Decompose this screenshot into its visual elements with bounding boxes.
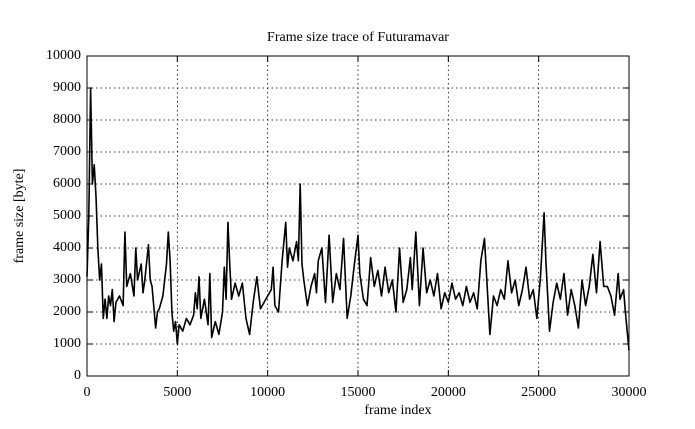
y-tick-label: 1000 [53, 336, 81, 351]
y-tick-label: 3000 [53, 272, 81, 287]
y-tick-label: 4000 [53, 240, 81, 255]
y-tick-label: 6000 [53, 176, 81, 191]
x-tick-label: 25000 [521, 385, 556, 400]
x-tick-label: 30000 [612, 385, 647, 400]
y-tick-label: 7000 [53, 144, 81, 159]
x-tick-label: 0 [84, 385, 91, 400]
x-axis-label: frame index [364, 403, 431, 418]
y-axis-label: frame size [byte] [12, 169, 27, 264]
y-tick-label: 2000 [53, 304, 81, 319]
y-tick-label: 0 [74, 368, 81, 383]
x-tick-label: 10000 [250, 385, 285, 400]
y-tick-label: 10000 [46, 48, 81, 63]
x-tick-label: 20000 [431, 385, 466, 400]
x-tick-label: 5000 [163, 385, 191, 400]
y-tick-label: 9000 [53, 80, 81, 95]
chart-title: Frame size trace of Futuramavar [267, 30, 449, 45]
x-tick-label: 15000 [341, 385, 376, 400]
plot-frame [86, 55, 630, 377]
y-tick-label: 8000 [53, 112, 81, 127]
y-tick-label: 5000 [53, 208, 81, 223]
data-line [86, 87, 630, 351]
